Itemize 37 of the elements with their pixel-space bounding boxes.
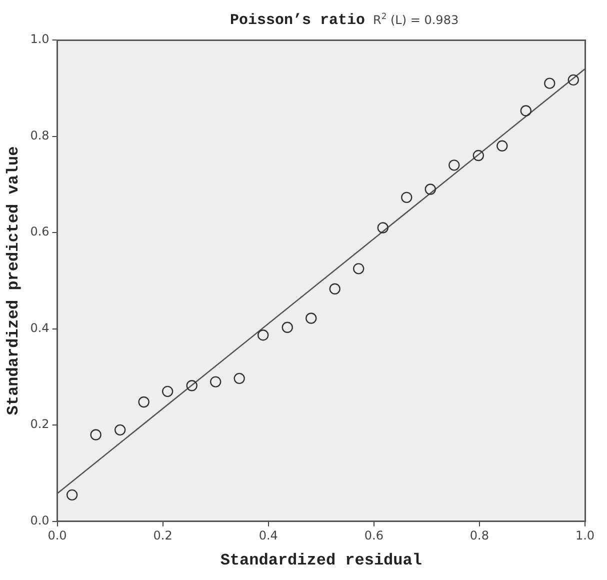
point: [496, 140, 508, 152]
point: [186, 380, 198, 392]
x-tick-label: 0.6: [364, 528, 384, 543]
x-tick-label: 0.4: [258, 528, 278, 543]
point: [377, 222, 388, 234]
point: [234, 372, 245, 384]
point: [306, 312, 317, 324]
point: [257, 330, 269, 341]
y-tick-label: 0.4: [30, 320, 50, 335]
x-tick-label: 0.2: [153, 528, 172, 543]
point: [210, 376, 222, 388]
point: [282, 322, 293, 333]
x-tick-label: 0.0: [48, 528, 67, 543]
y-tick-label: 0.2: [30, 417, 50, 432]
point: [544, 78, 556, 89]
point: [138, 396, 150, 408]
x-tick-label: 0.8: [470, 528, 490, 543]
y-tick-label: 0.8: [30, 128, 50, 142]
point: [90, 429, 102, 440]
y-tick-label: 0.0: [30, 514, 50, 528]
point: [66, 489, 78, 501]
y-tick-label: 1.0: [30, 32, 50, 46]
point: [114, 424, 126, 436]
x-tick-label: 1.0: [575, 528, 595, 543]
point: [520, 105, 532, 116]
y-tick-label: 0.6: [30, 224, 50, 239]
y-axis-title: Standardized predicted value: [4, 146, 23, 416]
point: [424, 184, 436, 195]
point: [353, 263, 364, 274]
x-axis-title: Standardized residual: [220, 551, 422, 570]
point: [329, 283, 340, 294]
point: [568, 74, 579, 86]
point: [162, 386, 174, 398]
point: [401, 192, 412, 204]
point: [448, 160, 460, 171]
point: [472, 150, 484, 162]
chart-title: Poisson’s ratio: [230, 12, 366, 29]
